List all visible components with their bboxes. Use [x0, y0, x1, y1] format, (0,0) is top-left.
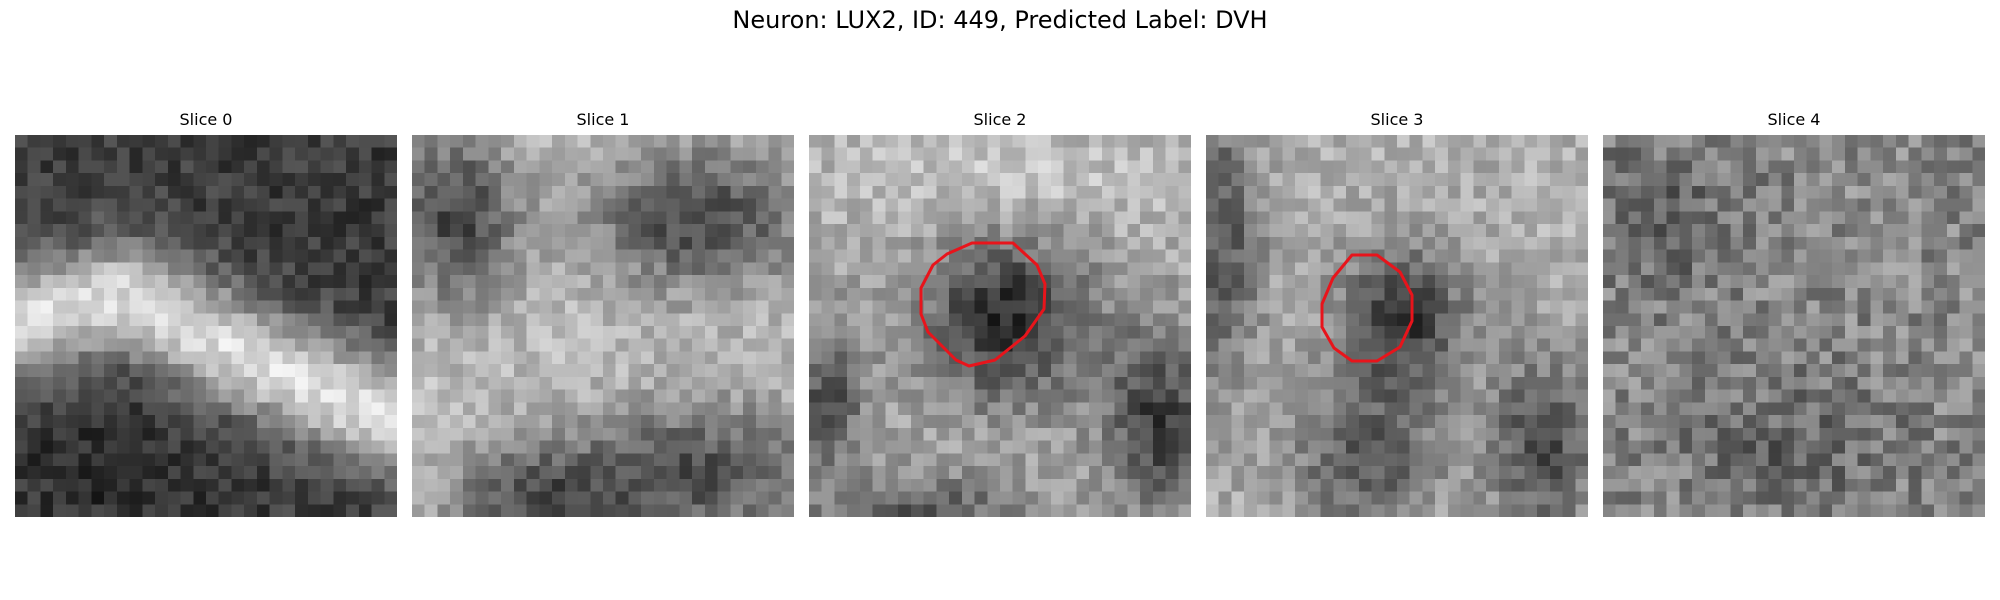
slice-image — [1603, 135, 1985, 517]
slice-image — [15, 135, 397, 517]
slice-image — [1206, 135, 1588, 517]
slice-panel-0: Slice 0 — [15, 110, 397, 517]
slice-image — [412, 135, 794, 517]
roi-outline — [1320, 253, 1414, 363]
slice-title: Slice 3 — [1370, 110, 1424, 129]
slice-panel-2: Slice 2 — [809, 110, 1191, 517]
slice-panel-4: Slice 4 — [1603, 110, 1985, 517]
slice-panel-3: Slice 3 — [1206, 110, 1588, 517]
slice-title: Slice 1 — [576, 110, 630, 129]
figure-title: Neuron: LUX2, ID: 449, Predicted Label: … — [732, 6, 1268, 34]
slice-title: Slice 4 — [1767, 110, 1821, 129]
slice-title: Slice 0 — [179, 110, 233, 129]
roi-outline — [919, 241, 1047, 368]
slice-title: Slice 2 — [973, 110, 1027, 129]
slice-panel-1: Slice 1 — [412, 110, 794, 517]
slice-image — [809, 135, 1191, 517]
